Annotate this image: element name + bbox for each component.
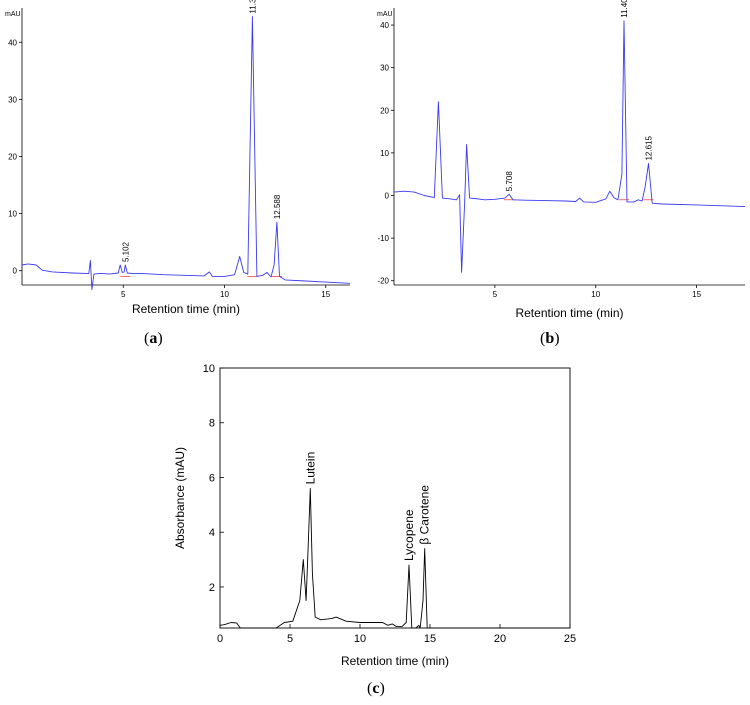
compound-label-c: β Carotene bbox=[418, 485, 432, 545]
chart-panel-b: mAU -20 -10 0 10 20 30 40 5 10 15 Retention time (m… bbox=[377, 0, 746, 320]
panel-label-c: (c) bbox=[367, 680, 385, 697]
compound-label-c: Lutein bbox=[303, 452, 317, 485]
y-tick-label-c: 2 bbox=[209, 582, 215, 594]
unit-label-a: mAU bbox=[5, 11, 21, 18]
x-tick-label-a: 10 bbox=[220, 290, 229, 299]
y-tick-label-c: 6 bbox=[209, 472, 215, 484]
chart-panel-a: mAU 0 10 20 30 40 5 10 15 Retention time (min) 5.1… bbox=[5, 0, 351, 316]
y-tick-label-b: 40 bbox=[380, 21, 389, 30]
peak-label-b: 5.708 bbox=[505, 171, 514, 192]
peak-label-a: 11.383 bbox=[248, 0, 257, 14]
y-axis-label-c: Absorbance (mAU) bbox=[173, 447, 187, 549]
y-tick-label-c: 10 bbox=[203, 363, 215, 375]
x-tick-label-c: 0 bbox=[217, 633, 223, 645]
x-tick-label-c: 5 bbox=[287, 633, 293, 645]
x-tick-label-c: 25 bbox=[564, 633, 576, 645]
y-tick-label-a: 40 bbox=[8, 38, 17, 47]
panel-label-a: (a) bbox=[144, 330, 163, 347]
x-tick-label-a: 5 bbox=[121, 290, 126, 299]
peak-label-a: 5.102 bbox=[121, 241, 130, 262]
x-tick-label-b: 5 bbox=[493, 290, 498, 299]
x-tick-label-b: 15 bbox=[692, 290, 701, 299]
compound-label-c: Lycopene bbox=[402, 509, 416, 561]
y-tick-label-c: 4 bbox=[209, 527, 215, 539]
chromatogram-line-b bbox=[393, 20, 746, 273]
y-tick-label-b: 20 bbox=[380, 106, 389, 115]
x-tick-label-c: 10 bbox=[354, 633, 366, 645]
x-axis-label-c: Retention time (min) bbox=[341, 654, 449, 668]
y-tick-label-a: 0 bbox=[13, 267, 18, 276]
y-tick-label-b: 10 bbox=[380, 149, 389, 158]
x-tick-label-c: 15 bbox=[424, 633, 436, 645]
chart-panel-c: 2 4 6 8 10 0 5 10 15 20 25 Absorbance (mAU) Retentio… bbox=[173, 363, 576, 668]
peak-label-b: 11.402 bbox=[620, 0, 629, 18]
x-axis-label-b: Retention time (min) bbox=[515, 306, 623, 320]
peak-label-a: 12.588 bbox=[273, 194, 282, 219]
x-tick-label-a: 15 bbox=[321, 290, 330, 299]
y-tick-label-b: 30 bbox=[380, 64, 389, 73]
y-tick-label-b: 0 bbox=[385, 192, 390, 201]
y-tick-label-b: -10 bbox=[377, 234, 389, 243]
x-axis-label-a: Retention time (min) bbox=[132, 302, 240, 316]
peak-label-b: 12.615 bbox=[644, 136, 653, 161]
x-tick-label-c: 20 bbox=[494, 633, 506, 645]
chromatogram-line-c bbox=[219, 487, 570, 629]
panel-label-b: (b) bbox=[540, 330, 560, 347]
chromatogram-line-a bbox=[21, 16, 351, 291]
y-tick-label-a: 20 bbox=[8, 152, 17, 161]
y-tick-label-a: 30 bbox=[8, 95, 17, 104]
y-tick-label-b: -20 bbox=[377, 277, 389, 286]
x-tick-label-b: 10 bbox=[591, 290, 600, 299]
y-tick-label-a: 10 bbox=[8, 210, 17, 219]
unit-label-b: mAU bbox=[377, 11, 393, 18]
y-tick-label-c: 8 bbox=[209, 418, 215, 430]
plot-frame-c bbox=[219, 367, 571, 629]
